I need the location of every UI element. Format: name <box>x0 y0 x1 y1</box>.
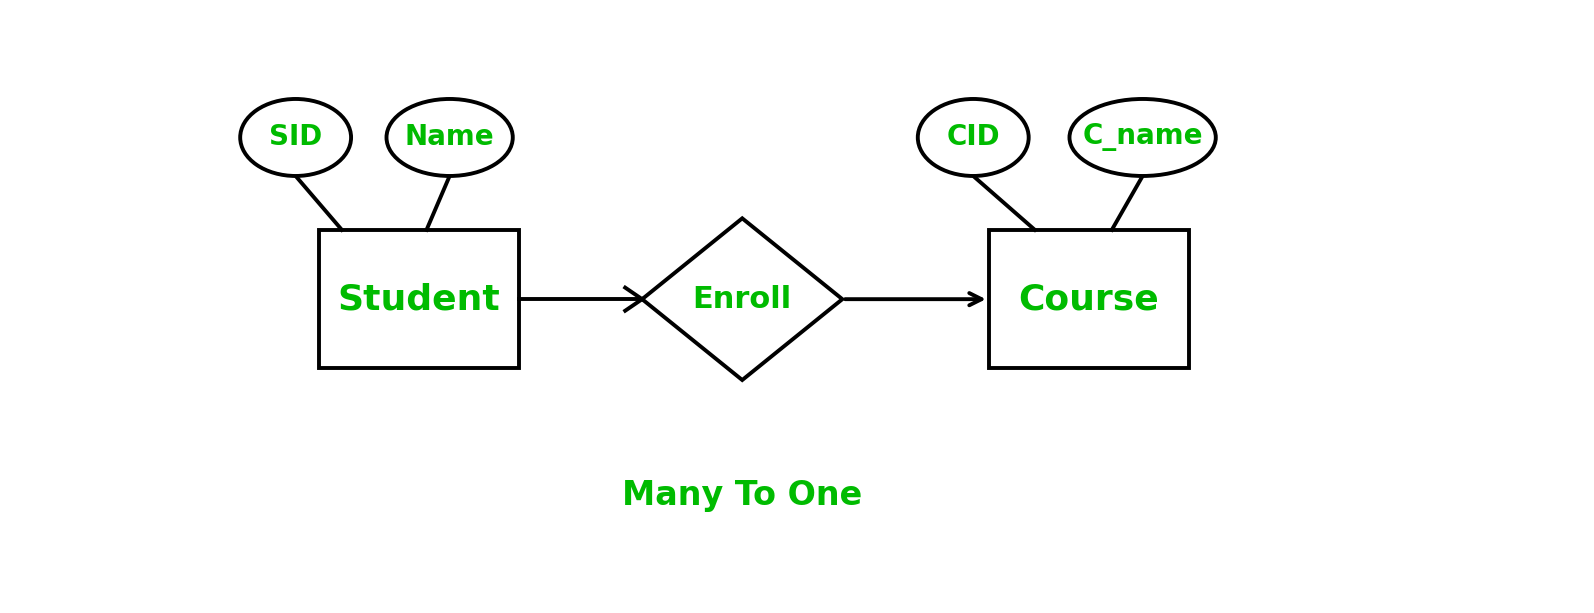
Ellipse shape <box>386 99 513 176</box>
Text: Name: Name <box>405 123 494 151</box>
Ellipse shape <box>241 99 351 176</box>
Text: Course: Course <box>1019 282 1159 316</box>
Text: CID: CID <box>947 123 999 151</box>
Text: Student: Student <box>338 282 501 316</box>
Text: Enroll: Enroll <box>693 284 792 314</box>
Text: Many To One: Many To One <box>622 479 862 512</box>
Polygon shape <box>642 218 842 380</box>
Text: C_name: C_name <box>1082 123 1203 151</box>
Bar <box>988 230 1189 368</box>
Text: SID: SID <box>269 123 322 151</box>
Ellipse shape <box>918 99 1028 176</box>
Bar <box>319 230 520 368</box>
Ellipse shape <box>1070 99 1216 176</box>
